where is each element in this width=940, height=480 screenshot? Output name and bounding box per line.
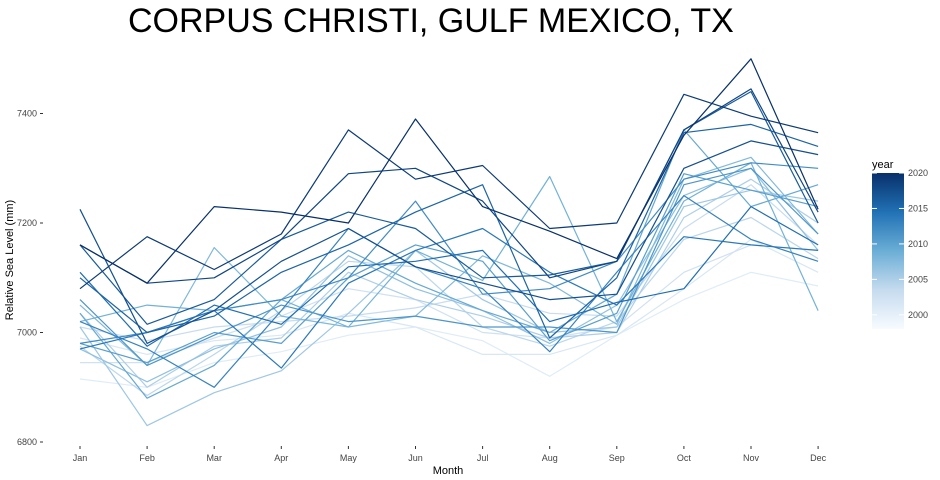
x-tick-label-aug: Aug [542,453,558,463]
series-line-2014 [79,206,819,347]
x-tick-label-sep: Sep [609,453,625,463]
y-tick-label: 7000 [17,328,37,338]
x-tick-label-oct: Oct [677,453,692,463]
series-line-1998 [79,271,819,388]
series-line-2013 [79,227,819,369]
series-line-2019 [79,93,819,290]
legend-colorbar [872,173,904,329]
series-line-2017 [79,140,819,344]
x-tick-label-feb: Feb [139,453,155,463]
series-line-2002 [79,216,819,397]
x-axis-title: Month [433,465,464,477]
x-axis: Jan Feb Mar Apr May Jun Jul Aug Sep Oct Nov Dec [73,446,827,463]
x-tick-label-jun: Jun [408,453,423,463]
series-line-2003 [79,178,819,388]
x-tick-label-jan: Jan [73,453,88,463]
legend-tick-label: 2000 [908,310,928,320]
series-lines [79,58,819,427]
chart-title: CORPUS CHRISTI, GULF MEXICO, TX [128,2,734,40]
series-line-2010 [79,167,819,366]
series-line-2012 [79,195,819,388]
series-line-2015 [79,123,819,339]
legend-title: year [872,159,894,171]
y-axis-title: Relative Sea Level (mm) [4,200,16,320]
series-line-2006 [79,156,819,366]
legend-tick-label: 2015 [908,203,928,213]
legend-tick-label: 2005 [908,274,928,284]
legend: year 2000 2005 2010 2015 2020 [872,159,928,329]
x-tick-label-mar: Mar [206,453,222,463]
legend-tick-label: 2020 [908,168,928,178]
series-line-2001 [79,184,819,342]
legend-ticks: 2000 2005 2010 2015 2020 [872,168,928,320]
x-tick-label-nov: Nov [743,453,760,463]
y-axis: 6800 7000 7200 7400 [17,109,43,447]
legend-tick-label: 2010 [908,239,928,249]
x-tick-label-may: May [340,453,358,463]
x-tick-label-jul: Jul [477,453,489,463]
series-line-2005 [79,167,819,383]
series-line-2007 [79,162,819,328]
y-tick-label: 7400 [17,109,37,119]
series-line-2008 [79,129,819,399]
series-line-2000 [80,244,819,364]
y-tick-label: 6800 [17,437,37,447]
series-line-1999 [79,238,819,355]
series-line-2020 [79,58,819,284]
x-tick-label-apr: Apr [274,453,288,463]
y-tick-label: 7200 [17,218,37,228]
x-tick-label-dec: Dec [810,453,827,463]
